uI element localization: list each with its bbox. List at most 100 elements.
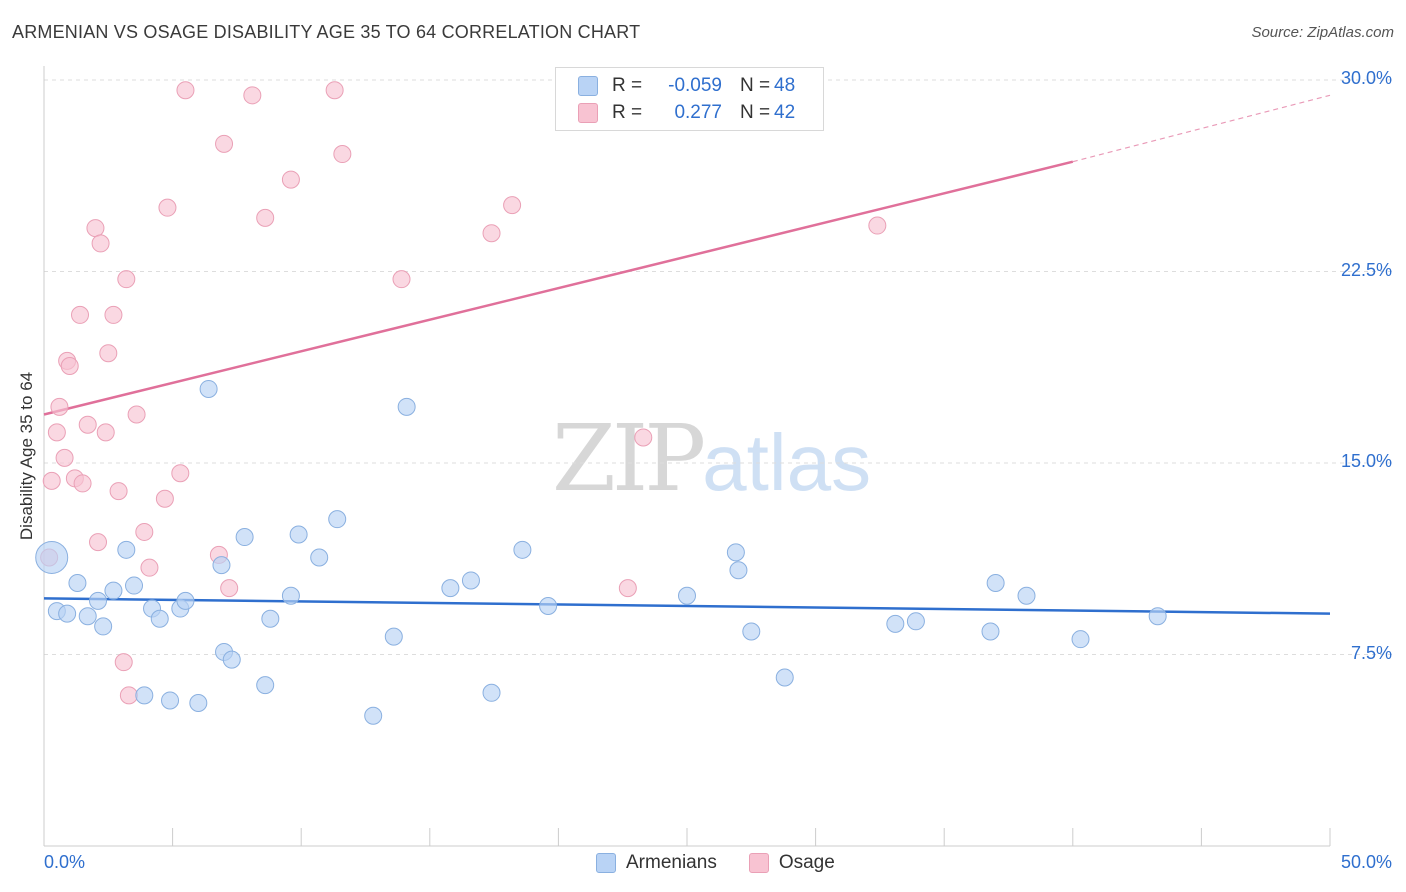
- osage-point: [127, 405, 146, 424]
- armenians-point: [289, 525, 308, 544]
- osage-point: [104, 305, 123, 324]
- osage-point: [86, 219, 105, 238]
- armenians-point: [775, 668, 794, 687]
- osage-point: [109, 482, 128, 501]
- armenians-point: [256, 676, 275, 695]
- osage-point: [392, 270, 411, 289]
- osage-point: [503, 196, 522, 215]
- correlation-legend: R = -0.059 N = 48 R = 0.277 N = 42: [555, 67, 824, 131]
- osage-point: [96, 423, 115, 442]
- n-value: 48: [774, 75, 796, 96]
- series-legend: Armenians Osage: [596, 852, 867, 874]
- osage-point: [78, 415, 97, 434]
- osage-point: [89, 533, 108, 552]
- armenians-point: [364, 706, 383, 725]
- armenians-swatch: [578, 76, 598, 96]
- x-tick-label-min: 0.0%: [44, 852, 86, 872]
- osage-point: [117, 270, 136, 289]
- legend-label-armenians: Armenians: [626, 852, 717, 873]
- legend-label-osage: Osage: [778, 852, 835, 873]
- armenians-point: [513, 540, 532, 559]
- armenians-point: [678, 586, 696, 605]
- armenians-point: [981, 622, 1000, 641]
- armenians-point: [482, 683, 501, 702]
- osage-point: [243, 86, 262, 105]
- armenians-point: [104, 581, 123, 600]
- osage-point: [135, 522, 154, 541]
- armenians-point: [176, 591, 195, 610]
- trend-line-armenians: [43, 597, 1331, 615]
- r-value: 0.277: [674, 102, 722, 123]
- chart-source: Source: ZipAtlas.com: [1251, 24, 1394, 41]
- armenians-point: [35, 540, 69, 574]
- trend-line-osage: [43, 160, 1074, 416]
- watermark-zip: ZIP: [552, 405, 706, 512]
- armenians-point: [1148, 607, 1167, 626]
- armenians-point: [281, 586, 300, 605]
- osage-point: [158, 198, 177, 217]
- trend-lines: [43, 94, 1331, 615]
- osage-point: [55, 448, 74, 467]
- r-label: R =: [612, 102, 643, 123]
- osage-swatch: [748, 853, 769, 873]
- osage-point: [60, 356, 79, 375]
- n-label: N =: [740, 102, 771, 123]
- osage-point: [155, 489, 174, 508]
- armenians-point: [150, 609, 169, 628]
- legend-item-armenians[interactable]: Armenians: [596, 852, 717, 874]
- armenians-point: [89, 591, 108, 610]
- y-axis-label: Disability Age 35 to 64: [17, 371, 36, 541]
- armenians-point: [161, 691, 180, 710]
- armenians-point: [742, 622, 761, 641]
- armenians-point: [117, 540, 136, 559]
- armenians-point: [212, 556, 231, 575]
- osage-point: [281, 170, 300, 189]
- armenians-point: [78, 607, 97, 626]
- armenians-point: [539, 596, 558, 615]
- armenians-point: [986, 574, 1005, 593]
- osage-point: [114, 653, 133, 672]
- osage-point: [220, 579, 239, 598]
- armenians-point: [397, 397, 416, 416]
- armenians-point: [726, 543, 745, 562]
- osage-point: [119, 686, 138, 705]
- osage-point: [71, 305, 90, 324]
- osage-point: [482, 224, 501, 243]
- armenians-point: [310, 548, 329, 567]
- r-value: -0.059: [668, 75, 722, 96]
- armenians-point: [135, 686, 154, 705]
- armenians-swatch: [596, 853, 616, 873]
- y-tick-label: 22.5%: [1340, 259, 1392, 280]
- n-label: N =: [740, 75, 771, 96]
- armenians-point: [125, 576, 144, 595]
- trend-line-osage-extension: [1072, 94, 1331, 163]
- watermark-atlas: atlas: [702, 418, 872, 507]
- legend-item-osage[interactable]: Osage: [748, 852, 835, 874]
- armenians-point: [1071, 630, 1090, 649]
- axes: [43, 66, 1331, 847]
- osage-point: [47, 423, 66, 442]
- armenians-point: [222, 650, 241, 669]
- x-tick-label-max: 50.0%: [1340, 852, 1392, 872]
- watermark: ZIPatlas: [552, 405, 871, 512]
- armenians-point: [886, 614, 905, 633]
- data-points: [35, 81, 1167, 725]
- osage-point: [99, 344, 118, 363]
- y-tick-label: 30.0%: [1340, 68, 1392, 88]
- osage-point: [140, 558, 159, 577]
- armenians-point: [328, 510, 347, 529]
- armenians-point: [189, 694, 208, 713]
- armenians-point: [235, 528, 254, 547]
- osage-point: [325, 81, 344, 100]
- y-tick-label: 15.0%: [1340, 451, 1392, 471]
- r-label: R =: [612, 75, 643, 96]
- armenians-point: [199, 379, 218, 398]
- armenians-point: [68, 574, 87, 593]
- osage-point: [42, 471, 61, 490]
- osage-point: [215, 134, 234, 153]
- armenians-point: [384, 627, 403, 646]
- armenians-point: [1017, 586, 1036, 605]
- armenians-point: [441, 579, 460, 598]
- osage-point: [171, 464, 190, 483]
